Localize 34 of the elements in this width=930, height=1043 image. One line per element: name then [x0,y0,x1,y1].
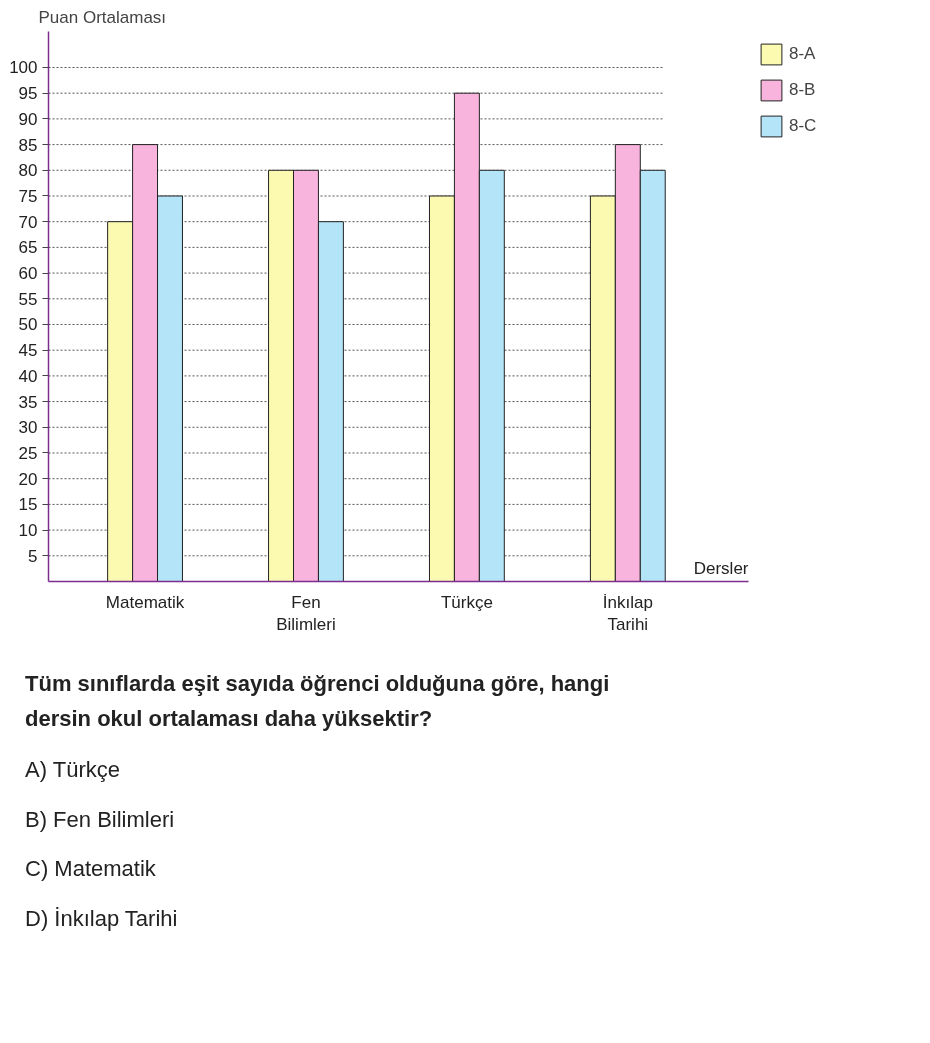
y-tick-label: 80 [18,161,38,181]
y-tick-label: 50 [18,315,38,335]
y-tick-label: 5 [28,546,38,566]
x-tick-label: Fen Bilimleri [276,592,336,635]
y-axis-title: Puan Ortalaması [38,7,167,27]
y-tick-label: 90 [18,109,38,129]
y-tick-label: 25 [18,444,38,463]
text: A) Türkçe [25,756,121,785]
y-tick-label: 40 [18,366,38,386]
y-tick-label: 15 [18,495,38,515]
y-tick-label: 85 [18,135,38,155]
y-tick-label: 65 [18,238,38,258]
text: Tüm sınıflarda eşit sayıda öğrenci olduğuna göre, hangi dersin okul ortalaması daha yüksektir? [25,670,611,734]
y-tick-label: 95 [18,84,38,104]
y-tick-label: 55 [18,289,38,309]
y-tick-label: 75 [18,186,38,206]
text: B) Fen Bilimleri [25,805,176,834]
x-axis-title: Dersler [693,558,749,578]
y-tick-label: 100 [9,58,38,78]
legend-label: 8-A [789,44,816,64]
legend-label: 8-B [789,80,816,100]
legend-label: 8-C [789,116,817,136]
y-tick-label: 45 [18,341,38,361]
y-tick-label: 10 [18,521,38,541]
y-tick-label: 60 [18,264,38,284]
x-tick-label: İnkılap Tarihi [602,592,653,635]
y-tick-label: 70 [18,212,38,232]
y-tick-label: 35 [18,392,38,412]
x-tick-label: Matematik [105,592,185,612]
text: C) Matematik [25,855,157,884]
x-tick-label: Türkçe [440,592,493,612]
text: D) İnkılap Tarihi [25,904,179,933]
y-tick-label: 20 [18,469,38,489]
y-tick-label: 30 [18,418,38,438]
